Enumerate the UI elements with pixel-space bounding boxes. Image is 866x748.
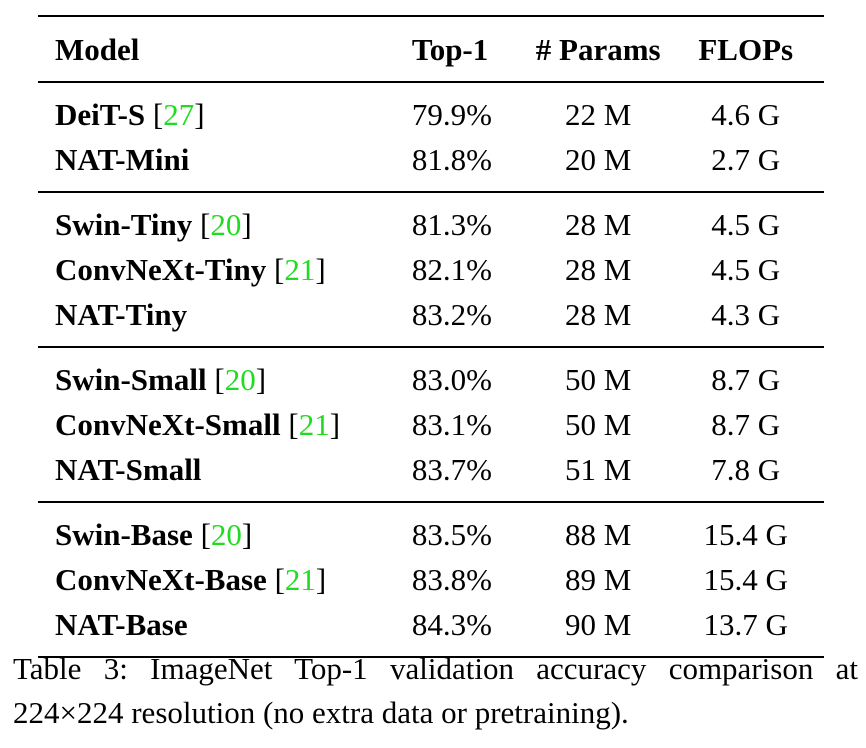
- model-name: NAT-Tiny: [55, 297, 188, 332]
- cell-flops: 4.5 G: [711, 252, 781, 287]
- cell-flops: 4.6 G: [711, 97, 781, 132]
- citation-link[interactable]: 27: [163, 97, 195, 132]
- model-name: NAT-Base: [55, 607, 188, 642]
- cell-flops: 2.7 G: [711, 142, 781, 177]
- cell-params: 90 M: [565, 607, 632, 642]
- header-row: Model Top-1 # Params FLOPs: [38, 15, 824, 83]
- cell-params: 22 M: [565, 97, 632, 132]
- cell-top1: 83.8%: [411, 562, 492, 597]
- citation-link[interactable]: 21: [284, 252, 316, 287]
- cell-model: ConvNeXt-Small [21]: [55, 407, 341, 442]
- header-params: # Params: [517, 15, 679, 83]
- cell-params: 28 M: [565, 252, 632, 287]
- table-row: ConvNeXt-Tiny [21] 82.1% 28 M 4.5 G: [38, 247, 824, 292]
- model-name: NAT-Small: [55, 452, 202, 487]
- cell-params: 20 M: [565, 142, 632, 177]
- cell-top1: 81.8%: [411, 142, 492, 177]
- table-row: Swin-Small [20] 83.0% 50 M 8.7 G: [38, 347, 824, 402]
- model-name: NAT-Mini: [55, 142, 190, 177]
- cell-top1: 83.5%: [411, 517, 492, 552]
- header-flops: FLOPs: [678, 15, 824, 83]
- model-name: DeiT-S: [55, 97, 146, 132]
- table-row: ConvNeXt-Small [21] 83.1% 50 M 8.7 G: [38, 402, 824, 447]
- cell-top1: 84.3%: [411, 607, 492, 642]
- cell-params: 28 M: [565, 297, 632, 332]
- cell-params: 50 M: [565, 407, 632, 442]
- table-row: NAT-Base 84.3% 90 M 13.7 G: [38, 602, 824, 657]
- citation-link[interactable]: 20: [210, 517, 242, 552]
- cell-params: 89 M: [565, 562, 632, 597]
- table-group: Swin-Small [20] 83.0% 50 M 8.7 G ConvNeXt-Sm…: [38, 347, 824, 502]
- table-caption: Table 3: ImageNet Top-1 validation accur…: [13, 651, 858, 730]
- table-row: NAT-Small 83.7% 51 M 7.8 G: [38, 447, 824, 502]
- model-name: ConvNeXt-Base: [55, 562, 267, 597]
- cell-model: ConvNeXt-Tiny [21]: [55, 252, 326, 287]
- cell-model: DeiT-S [27]: [55, 97, 205, 132]
- model-name: ConvNeXt-Small: [55, 407, 281, 442]
- header-model: Model: [38, 15, 387, 83]
- table-row: Swin-Base [20] 83.5% 88 M 15.4 G: [38, 502, 824, 557]
- citation-link[interactable]: 20: [224, 362, 256, 397]
- cell-flops: 4.5 G: [711, 207, 781, 242]
- cell-flops: 15.4 G: [703, 562, 788, 597]
- table-header: Model Top-1 # Params FLOPs: [38, 15, 824, 83]
- table-row: NAT-Tiny 83.2% 28 M 4.3 G: [38, 292, 824, 347]
- cell-top1: 83.7%: [411, 452, 492, 487]
- cell-flops: 4.3 G: [711, 297, 781, 332]
- table-row: Swin-Tiny [20] 81.3% 28 M 4.5 G: [38, 192, 824, 247]
- cell-model: Swin-Small [20]: [55, 362, 267, 397]
- cell-params: 88 M: [565, 517, 632, 552]
- cell-model: NAT-Mini: [38, 137, 387, 192]
- cell-flops: 7.8 G: [711, 452, 781, 487]
- cell-model: NAT-Tiny: [38, 292, 387, 347]
- model-name: Swin-Base: [55, 517, 193, 552]
- cell-model: NAT-Base: [38, 602, 387, 657]
- cell-params: 28 M: [565, 207, 632, 242]
- citation-link[interactable]: 20: [210, 207, 242, 242]
- table-row: NAT-Mini 81.8% 20 M 2.7 G: [38, 137, 824, 192]
- results-table: Model Top-1 # Params FLOPs DeiT-S [27] 79…: [38, 15, 824, 658]
- table-group: DeiT-S [27] 79.9% 22 M 4.6 G NAT-Mini 81.8% 20…: [38, 82, 824, 192]
- cell-flops: 8.7 G: [711, 407, 781, 442]
- cell-model: Swin-Tiny [20]: [55, 207, 252, 242]
- cell-top1: 79.9%: [411, 97, 492, 132]
- cell-top1: 81.3%: [411, 207, 492, 242]
- cell-params: 51 M: [565, 452, 632, 487]
- cell-top1: 83.1%: [411, 407, 492, 442]
- cell-model: NAT-Small: [38, 447, 387, 502]
- cell-top1: 82.1%: [411, 252, 492, 287]
- table-group: Swin-Base [20] 83.5% 88 M 15.4 G ConvNeXt-Ba…: [38, 502, 824, 657]
- citation-link[interactable]: 21: [298, 407, 330, 442]
- model-name: ConvNeXt-Tiny: [55, 252, 267, 287]
- model-name: Swin-Tiny: [55, 207, 193, 242]
- cell-top1: 83.0%: [411, 362, 492, 397]
- cell-top1: 83.2%: [411, 297, 492, 332]
- cell-model: ConvNeXt-Base [21]: [55, 562, 327, 597]
- cell-flops: 15.4 G: [703, 517, 788, 552]
- header-top1: Top-1: [386, 15, 518, 83]
- cell-flops: 8.7 G: [711, 362, 781, 397]
- citation-link[interactable]: 21: [284, 562, 316, 597]
- cell-model: Swin-Base [20]: [55, 517, 253, 552]
- model-name: Swin-Small: [55, 362, 207, 397]
- table-row: ConvNeXt-Base [21] 83.8% 89 M 15.4 G: [38, 557, 824, 602]
- table-row: DeiT-S [27] 79.9% 22 M 4.6 G: [38, 82, 824, 137]
- cell-params: 50 M: [565, 362, 632, 397]
- table-group: Swin-Tiny [20] 81.3% 28 M 4.5 G ConvNeXt-Tin…: [38, 192, 824, 347]
- results-table-container: Model Top-1 # Params FLOPs DeiT-S [27] 79…: [38, 15, 824, 658]
- cell-flops: 13.7 G: [703, 607, 788, 642]
